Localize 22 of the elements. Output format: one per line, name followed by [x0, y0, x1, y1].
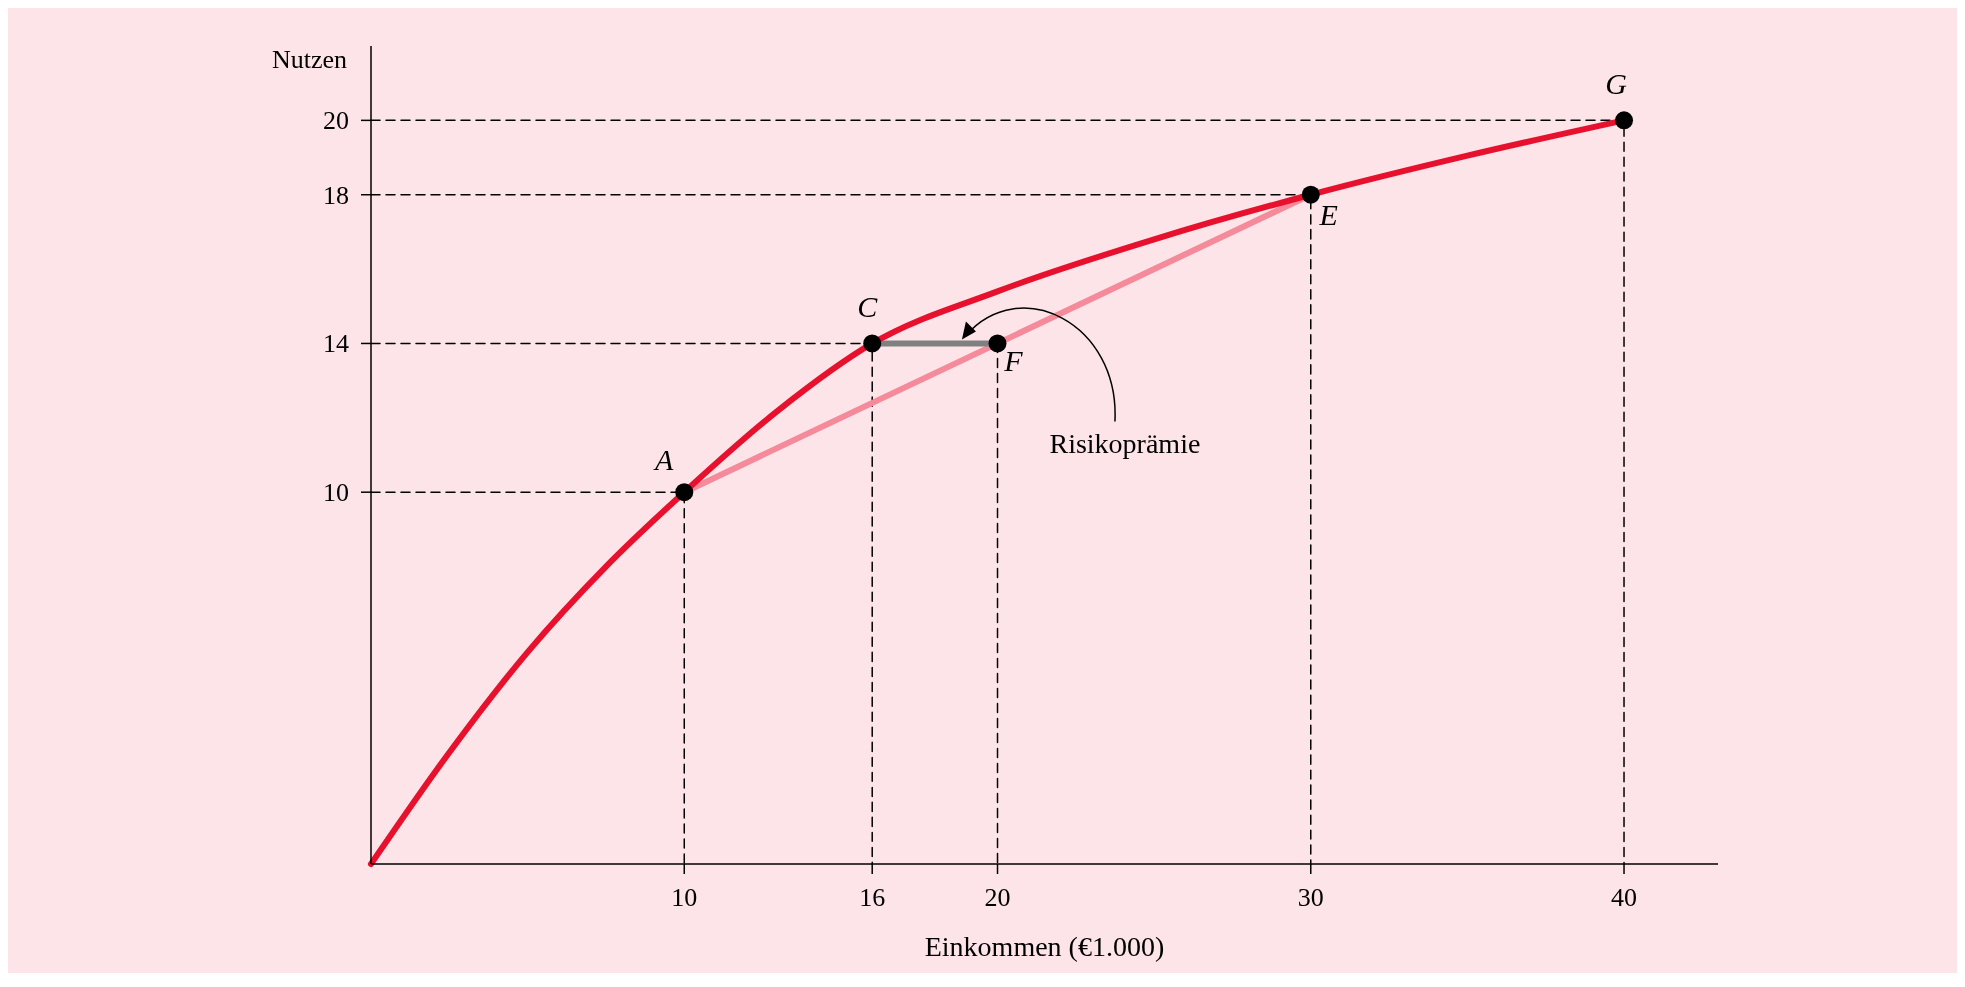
point [988, 334, 1007, 353]
annotation: A [653, 443, 675, 477]
annotation: G [1605, 67, 1628, 101]
point [1301, 185, 1320, 204]
x-axis-title: Einkommen (€1.000) [924, 931, 1165, 962]
y-tick-label: 14 [323, 329, 349, 359]
x-tick-label: 16 [859, 883, 886, 912]
y-tick-label: 18 [323, 180, 349, 210]
x-tick-label: 40 [1611, 883, 1638, 912]
y-axis-title: Nutzen [271, 45, 347, 74]
y-tick-label: 20 [323, 106, 349, 136]
x-tick-label: 10 [671, 883, 698, 912]
point [863, 334, 882, 353]
y-tick-label: 10 [323, 478, 349, 508]
point [675, 483, 694, 502]
x-tick-label: 20 [984, 883, 1011, 912]
annotation: C [857, 290, 879, 324]
annotation: E [1318, 197, 1338, 231]
annotation: F [1003, 344, 1024, 378]
point [1615, 111, 1634, 130]
x-tick-label: 30 [1297, 883, 1324, 912]
annotation: Risikoprämie [1049, 428, 1201, 460]
